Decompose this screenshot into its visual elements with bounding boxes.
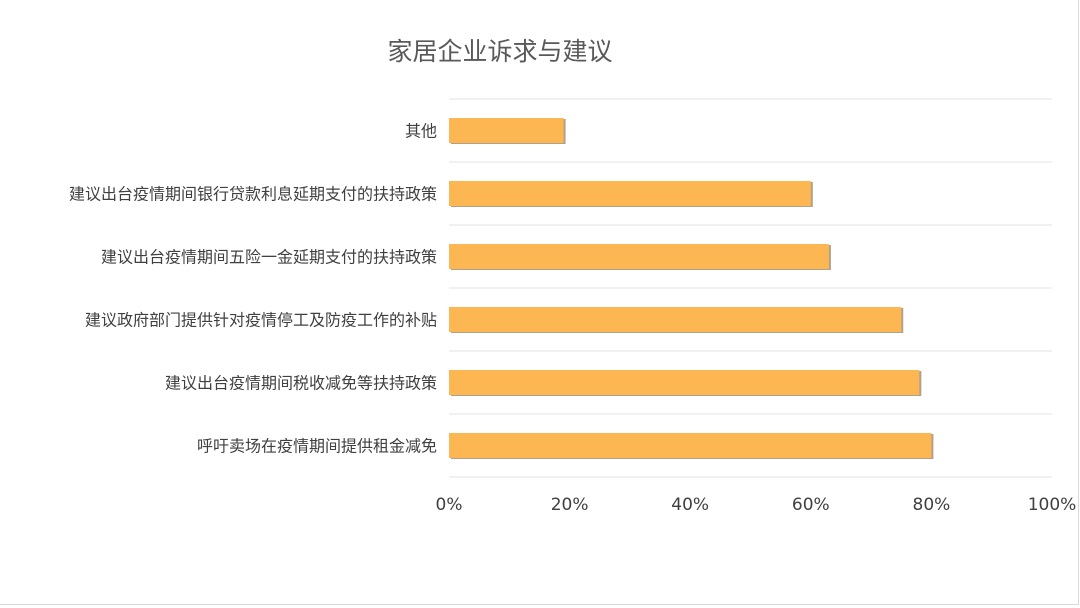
category-label: 建议出台疫情期间五险一金延期支付的扶持政策 xyxy=(101,248,437,267)
bar xyxy=(449,433,932,458)
x-tick-label: 80% xyxy=(913,495,951,515)
category-label: 建议出台疫情期间银行贷款利息延期支付的扶持政策 xyxy=(69,185,437,204)
x-tick-label: 0% xyxy=(436,495,463,515)
bar xyxy=(449,370,920,395)
x-tick-label: 20% xyxy=(551,495,589,515)
category-label: 建议出台疫情期间税收减免等扶持政策 xyxy=(165,374,437,393)
bar xyxy=(449,307,902,332)
chart-title: 家居企业诉求与建议 xyxy=(387,37,612,66)
category-label: 呼吁卖场在疫情期间提供租金减免 xyxy=(197,437,437,456)
category-label: 建议政府部门提供针对疫情停工及防疫工作的补贴 xyxy=(85,311,437,330)
x-tick-label: 60% xyxy=(792,495,830,515)
bar xyxy=(449,118,564,143)
x-tick-label: 100% xyxy=(1028,495,1077,515)
x-tick-label: 40% xyxy=(671,495,709,515)
bar xyxy=(449,181,811,206)
bar xyxy=(449,244,829,269)
category-label: 其他 xyxy=(405,122,437,141)
